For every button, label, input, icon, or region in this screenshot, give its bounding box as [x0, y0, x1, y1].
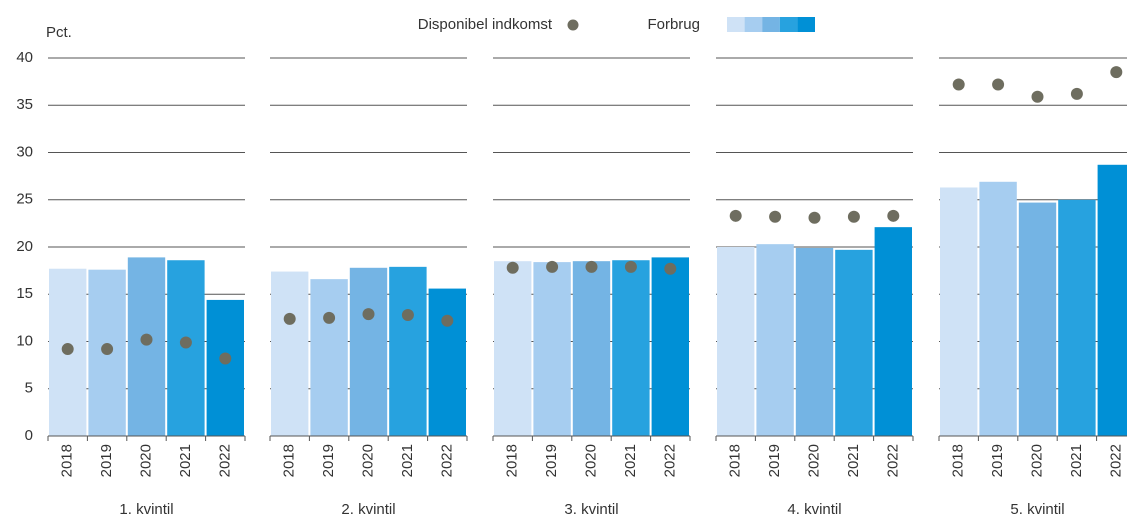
dot [362, 308, 375, 321]
bar [533, 262, 571, 436]
bar [795, 247, 834, 436]
legend-swatch [727, 17, 745, 32]
y-tick-label: 40 [16, 49, 33, 66]
dot [585, 260, 598, 273]
bar [127, 257, 166, 436]
bar [651, 257, 689, 436]
x-tick-label: 2018 [504, 444, 521, 477]
dot [61, 343, 74, 356]
y-tick-label: 0 [25, 427, 33, 444]
y-axis-label: Pct. [46, 24, 72, 41]
x-tick-label: 2022 [661, 444, 678, 477]
bar [979, 181, 1017, 436]
bar [572, 261, 611, 436]
bar [206, 299, 244, 436]
dot [219, 352, 232, 365]
bar [310, 279, 348, 436]
x-tick-label: 2022 [216, 444, 233, 477]
x-tick-label: 2019 [320, 444, 337, 477]
legend-label: Forbrug [647, 16, 700, 33]
group-label: 4. kvintil [787, 501, 841, 518]
dot [992, 78, 1005, 91]
dot [808, 211, 821, 224]
legend-swatch [797, 17, 815, 32]
x-tick-label: 2022 [1107, 444, 1124, 477]
x-tick-label: 2020 [582, 444, 599, 477]
dot [323, 311, 336, 324]
x-tick-label: 2021 [177, 444, 194, 477]
bar [612, 260, 650, 436]
dot [729, 209, 742, 222]
group-label: 5. kvintil [1010, 501, 1064, 518]
dot [441, 314, 454, 327]
bar [835, 249, 873, 436]
group-label: 3. kvintil [564, 501, 618, 518]
bar [1018, 202, 1057, 436]
x-tick-label: 2022 [438, 444, 455, 477]
y-tick-label: 5 [25, 380, 33, 397]
dot [624, 260, 637, 273]
x-tick-label: 2021 [622, 444, 639, 477]
y-tick-label: 15 [16, 285, 33, 302]
dot [664, 262, 677, 275]
x-tick-label: 2018 [950, 444, 967, 477]
x-tick-label: 2019 [543, 444, 560, 477]
bar [874, 227, 912, 436]
bar [389, 266, 427, 436]
y-tick-label: 20 [16, 238, 33, 255]
dot [847, 210, 860, 223]
legend-label: Disponibel indkomst [418, 16, 553, 33]
x-tick-label: 2018 [281, 444, 298, 477]
dot [101, 343, 114, 356]
y-tick-label: 10 [16, 332, 33, 349]
y-tick-label: 30 [16, 143, 33, 160]
x-tick-label: 2020 [1028, 444, 1045, 477]
dot [179, 336, 192, 349]
bar [1097, 164, 1127, 436]
dot [401, 309, 414, 322]
dot [1070, 87, 1083, 100]
legend-swatch [779, 17, 798, 32]
x-tick-label: 2020 [137, 444, 154, 477]
x-tick-label: 2018 [59, 444, 76, 477]
dot [283, 312, 296, 325]
dot [769, 210, 782, 223]
x-tick-label: 2019 [989, 444, 1006, 477]
x-tick-label: 2018 [727, 444, 744, 477]
x-tick-label: 2020 [805, 444, 822, 477]
dot [506, 261, 519, 274]
bar [940, 187, 978, 436]
legend-swatch [744, 17, 763, 32]
legend-dot [567, 19, 579, 31]
group-label: 1. kvintil [119, 501, 173, 518]
group-label: 2. kvintil [341, 501, 395, 518]
bar [494, 261, 532, 436]
dot [1031, 90, 1044, 103]
x-tick-label: 2021 [399, 444, 416, 477]
dot [887, 209, 900, 222]
x-tick-label: 2019 [98, 444, 115, 477]
x-tick-label: 2021 [845, 444, 862, 477]
bar [717, 247, 755, 436]
x-tick-label: 2022 [884, 444, 901, 477]
bar [271, 271, 309, 436]
bar [1058, 199, 1096, 436]
x-tick-label: 2019 [766, 444, 783, 477]
y-tick-label: 35 [16, 96, 33, 113]
x-tick-label: 2021 [1068, 444, 1085, 477]
dot [140, 333, 153, 346]
bar [428, 288, 466, 436]
bar [349, 267, 388, 436]
x-tick-label: 2020 [359, 444, 376, 477]
bar [756, 244, 794, 436]
y-tick-label: 25 [16, 191, 33, 208]
legend-swatch [762, 17, 780, 32]
dot [546, 260, 559, 273]
dot [1110, 66, 1123, 79]
dot [952, 78, 965, 91]
